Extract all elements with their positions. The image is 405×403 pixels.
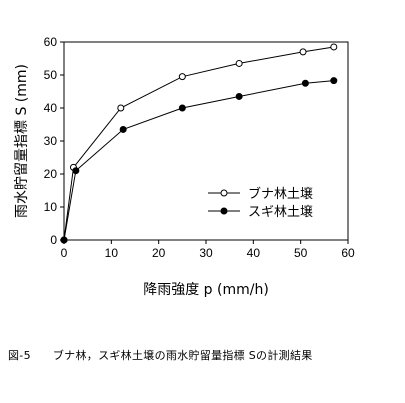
y-tick-label: 0	[50, 233, 57, 247]
x-axis-label: 降雨強度 p (mm/h)	[143, 282, 269, 298]
data-point-2-5	[235, 92, 243, 100]
x-tick-label: 30	[199, 246, 213, 260]
plot-axes	[60, 41, 349, 244]
x-tick-label: 50	[294, 246, 308, 260]
data-point-2-3	[119, 125, 127, 133]
data-point-2-2	[72, 167, 80, 175]
legend-label-2: スギ林土壌	[248, 205, 313, 220]
data-point-1-7	[330, 43, 338, 51]
y-tick-label: 40	[44, 101, 58, 115]
y-axis-label: 雨水貯留量指標 S (mm)	[14, 64, 30, 218]
x-tick-label: 10	[105, 246, 119, 260]
tick-labels: 0 10 20 30 40 50 60 0 10 20 30 40 50 60	[44, 35, 355, 260]
data-point-1-6	[299, 48, 307, 56]
legend-marker-2	[220, 207, 228, 215]
x-tick-label: 0	[61, 246, 68, 260]
x-tick-label: 40	[247, 246, 261, 260]
y-tick-label: 60	[44, 35, 58, 49]
y-tick-label: 50	[44, 68, 58, 82]
legend-label-1: ブナ林土壌	[248, 186, 313, 202]
data-point-1-3	[117, 104, 125, 112]
x-tick-label: 20	[152, 246, 166, 260]
y-tick-label: 20	[44, 167, 58, 181]
data-point-2-6	[301, 79, 309, 87]
series-markers	[60, 43, 338, 244]
y-tick-label: 30	[44, 134, 58, 148]
data-point-1-4	[178, 73, 186, 81]
x-tick-label: 60	[341, 246, 355, 260]
data-point-2-4	[178, 104, 186, 112]
caption-text: ブナ林，スギ林土壌の雨水貯留量指標 Sの計測結果	[52, 349, 313, 362]
data-point-2-7	[330, 77, 338, 85]
data-point-1-5	[235, 59, 243, 67]
figure-number: 図-5	[8, 349, 31, 362]
y-tick-label: 10	[44, 200, 58, 214]
legend-marker-1	[220, 189, 228, 197]
data-point-2-1	[60, 236, 68, 244]
figure-caption: 図-5 ブナ林，スギ林土壌の雨水貯留量指標 Sの計測結果	[8, 347, 403, 363]
